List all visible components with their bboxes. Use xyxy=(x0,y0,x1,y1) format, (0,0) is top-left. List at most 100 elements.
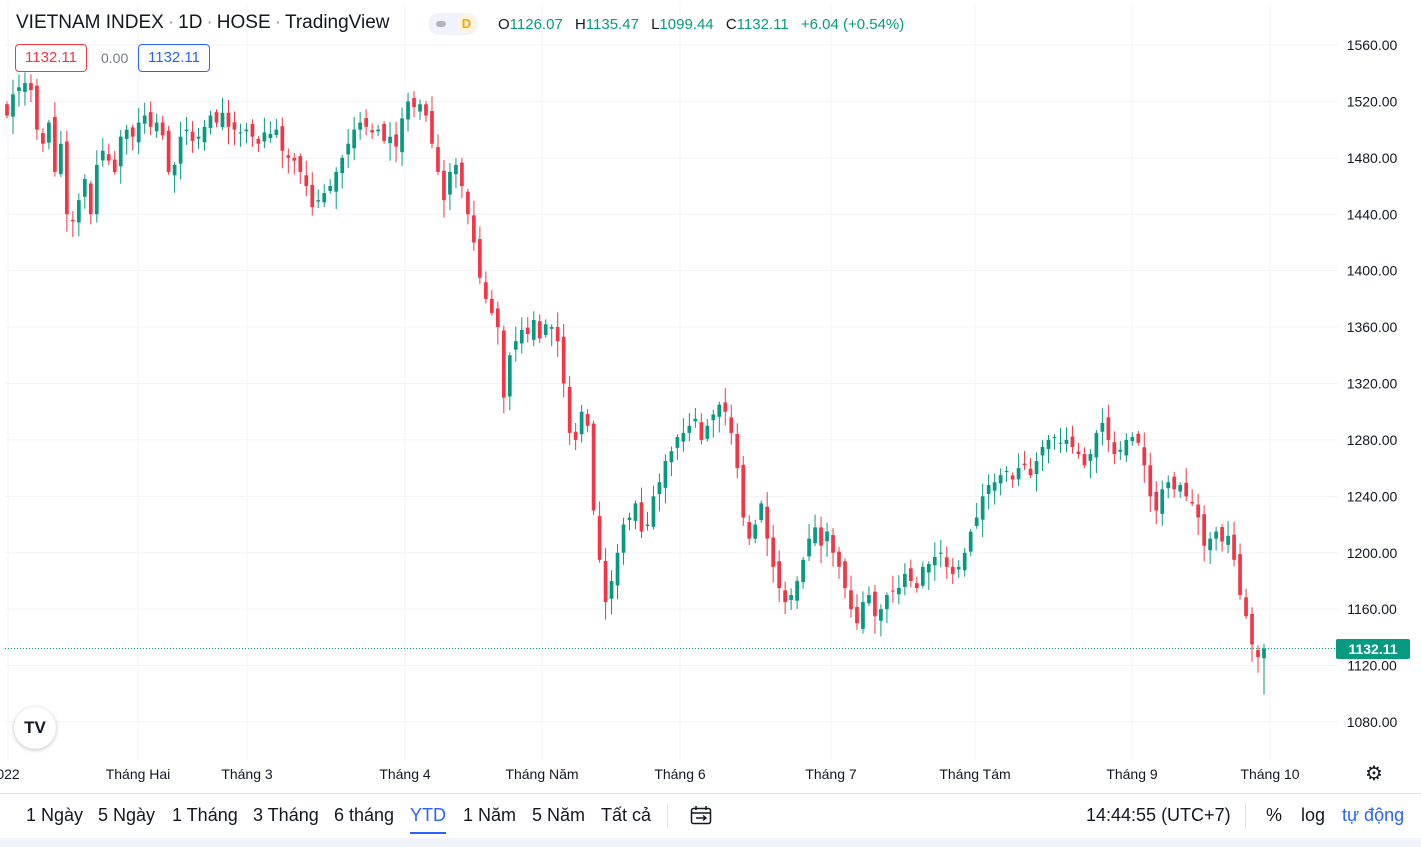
y-tick-label: 1520.00 xyxy=(1347,93,1398,109)
gear-icon[interactable]: ⚙ xyxy=(1365,763,1383,785)
candle-body xyxy=(932,556,937,566)
candle-body xyxy=(992,482,997,491)
y-tick-label: 1440.00 xyxy=(1347,206,1398,222)
sell-button[interactable]: 1132.11 xyxy=(15,44,87,72)
x-tick-label: Tháng 4 xyxy=(379,766,431,782)
candle-body xyxy=(1004,470,1009,472)
buy-button[interactable]: 1132.11 xyxy=(138,44,210,72)
range-3m-button[interactable]: 3 Tháng xyxy=(253,805,319,825)
candle-body xyxy=(322,193,327,203)
candle-body xyxy=(1220,527,1224,542)
candle-body xyxy=(382,123,386,141)
candle-body xyxy=(711,414,716,421)
candle-body xyxy=(609,580,614,599)
candle-body xyxy=(908,568,913,581)
candle-body xyxy=(17,87,21,91)
candle-body xyxy=(885,595,889,610)
y-tick-label: 1360.00 xyxy=(1347,319,1398,335)
candle-body xyxy=(1016,468,1021,480)
candle-body xyxy=(1148,465,1153,497)
candle-body xyxy=(579,411,584,435)
range-5d-button[interactable]: 5 Ngày xyxy=(98,805,156,825)
candle-body xyxy=(843,561,847,589)
candle-body xyxy=(220,112,225,128)
candle-body xyxy=(226,112,231,127)
y-tick-label: 1120.00 xyxy=(1347,658,1397,674)
percent-scale-button[interactable]: % xyxy=(1266,805,1283,825)
low-value: 1099.44 xyxy=(659,16,714,33)
candle-body xyxy=(94,164,99,215)
tradingview-logo-icon[interactable]: TV xyxy=(14,707,56,749)
candle-body xyxy=(585,413,590,426)
range-ytd-button[interactable]: YTD xyxy=(410,805,446,834)
candle-body xyxy=(537,321,542,339)
candle-body xyxy=(214,112,219,123)
interval-label[interactable]: 1D xyxy=(178,12,203,33)
candle-body xyxy=(717,404,722,417)
candle-body xyxy=(442,170,446,201)
range-all-button[interactable]: Tất cả xyxy=(601,805,652,825)
candle-body xyxy=(759,503,764,521)
candle-body xyxy=(1142,447,1147,466)
time-axis[interactable]: 022 Tháng Hai Tháng 3 Tháng 4 Tháng Năm Tháng… xyxy=(0,766,1300,782)
symbol-name[interactable]: VIETNAM INDEX xyxy=(16,12,164,33)
candle-body xyxy=(495,308,500,328)
candle-body xyxy=(286,155,291,158)
candle-body xyxy=(1100,422,1105,432)
range-5y-button[interactable]: 5 Năm xyxy=(532,805,586,825)
timezone-clock[interactable]: 14:44:55 (UTC+7) xyxy=(1086,805,1231,825)
candle-body xyxy=(1028,468,1033,476)
candle-body xyxy=(705,425,710,439)
candle-body xyxy=(968,531,973,552)
candle-body xyxy=(412,98,416,108)
candle-body xyxy=(974,517,979,526)
range-1d-button[interactable]: 1 Ngày xyxy=(26,805,84,825)
candle-body xyxy=(621,524,626,553)
market-status-pill[interactable]: D xyxy=(428,13,478,35)
range-6m-button[interactable]: 6 tháng xyxy=(334,805,395,825)
candle-body xyxy=(980,496,985,520)
candle-body xyxy=(100,150,105,161)
candle-body xyxy=(723,402,728,412)
candle-body xyxy=(789,595,793,600)
candle-body xyxy=(1112,442,1117,455)
candle-body xyxy=(507,355,512,397)
auto-scale-button[interactable]: tự động xyxy=(1342,805,1405,825)
candle-body xyxy=(825,531,829,542)
candle-body xyxy=(418,104,422,112)
candle-body xyxy=(172,164,177,176)
last-price-tag: 1132.11 xyxy=(1336,639,1410,659)
bottom-toolbar: 1 Ngày 5 Ngày 1 Tháng 3 Tháng 6 tháng YT… xyxy=(0,793,1421,838)
calendar-range-icon[interactable] xyxy=(690,805,712,825)
candle-body xyxy=(112,159,117,172)
candle-body xyxy=(831,534,835,553)
candle-body xyxy=(765,506,770,539)
candle-body xyxy=(166,130,171,172)
candle-body xyxy=(914,583,919,589)
candle-body xyxy=(1244,597,1248,617)
candle-body xyxy=(645,524,650,526)
candle-body xyxy=(196,136,201,139)
candle-body xyxy=(400,118,404,153)
range-1y-button[interactable]: 1 Năm xyxy=(463,805,517,825)
candle-body xyxy=(448,171,452,195)
candle-body xyxy=(573,431,578,440)
candle-body xyxy=(897,588,901,595)
candle-body xyxy=(699,422,704,440)
candle-body xyxy=(53,116,57,172)
log-scale-button[interactable]: log xyxy=(1301,805,1326,825)
candle-body xyxy=(1256,650,1260,658)
price-axis[interactable]: 1560.00 1520.00 1480.00 1440.00 1400.00 1360.… xyxy=(1347,37,1398,730)
candle-body xyxy=(903,573,907,587)
candle-body xyxy=(184,129,189,132)
candle-body xyxy=(753,524,758,539)
range-1m-button[interactable]: 1 Tháng xyxy=(172,805,238,825)
candle-body xyxy=(29,83,33,91)
candle-body xyxy=(950,566,955,574)
y-tick-label: 1400.00 xyxy=(1347,263,1398,279)
candle-body xyxy=(1052,437,1057,439)
candle-body xyxy=(813,527,817,544)
toolbar-divider xyxy=(667,804,668,828)
candle-body xyxy=(298,156,303,172)
